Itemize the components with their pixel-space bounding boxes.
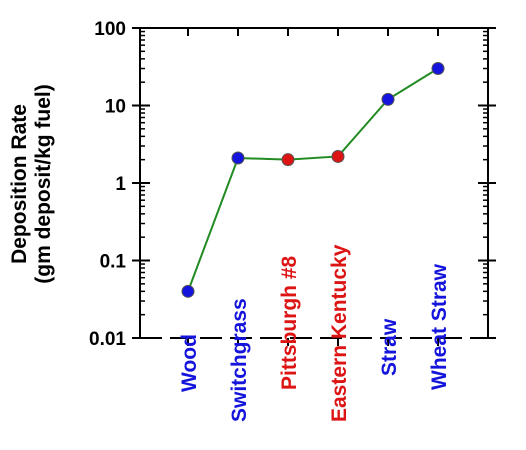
data-point [231,151,245,165]
data-point [181,284,195,298]
x-tick-label: Pittsburgh #8 [278,255,301,390]
x-tick-label: Switchgrass [228,298,251,422]
data-point [431,62,445,76]
data-point [381,92,395,106]
data-point [331,149,345,163]
data-line [187,67,439,292]
x-tick-label: Wood [178,334,201,392]
data-point [281,153,295,167]
x-tick-label: Wheat Straw [428,263,451,390]
x-tick-label: Straw [378,318,401,376]
x-tick-label: Eastern Kentucky [328,244,351,422]
y-tick-label: 0.01 [89,329,126,350]
y-tick-label: 10 [105,97,126,118]
y-axis-label: Deposition Rate [8,104,31,264]
y-tick-label: 0.1 [100,252,127,273]
y-axis-label: (gm deposit/kg fuel) [32,84,55,284]
y-tick-label: 100 [94,19,126,40]
y-tick-label: 1 [115,174,126,195]
